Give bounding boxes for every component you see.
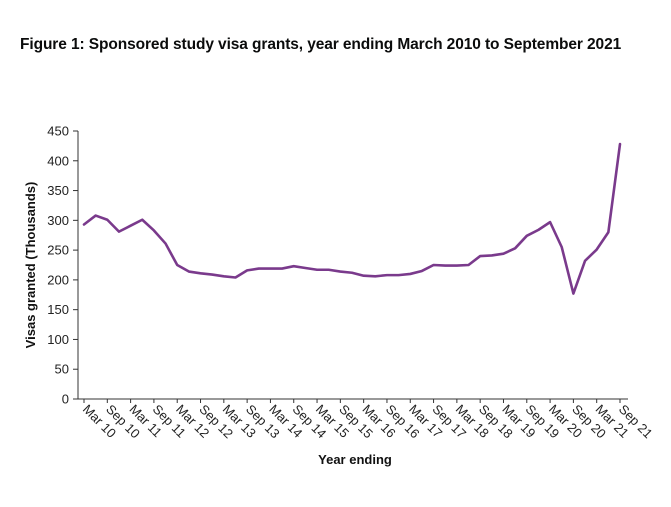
y-tick-label: 300 <box>47 213 69 228</box>
y-tick-label: 50 <box>55 362 69 377</box>
y-tick-label: 350 <box>47 183 69 198</box>
y-axis-title: Visas granted (Thousands) <box>23 182 38 349</box>
y-axis-ticks: 0 50 100 150 200 250 300 350 400 450 <box>47 124 78 407</box>
y-tick-label: 200 <box>47 272 69 287</box>
y-tick-label: 150 <box>47 302 69 317</box>
y-tick-label: 400 <box>47 153 69 168</box>
series-line <box>82 142 622 295</box>
y-tick-label: 450 <box>47 124 69 139</box>
y-tick-label: 250 <box>47 243 69 258</box>
x-axis-title: Year ending <box>318 452 392 467</box>
y-tick-label: 0 <box>62 392 69 407</box>
y-tick-label: 100 <box>47 332 69 347</box>
chart-title: Figure 1: Sponsored study visa grants, y… <box>20 36 622 53</box>
